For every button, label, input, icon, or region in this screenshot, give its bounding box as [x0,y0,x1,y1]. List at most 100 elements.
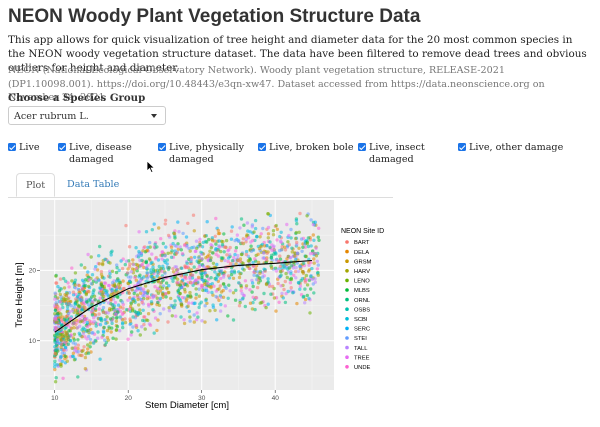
data-point [218,309,223,313]
data-point [92,288,96,292]
data-point [167,309,172,313]
data-point [97,312,101,316]
data-point [300,249,304,253]
data-point [231,276,236,280]
data-point [185,245,189,249]
species-select-value: Acer rubrum L. [14,111,89,122]
data-point [186,294,190,298]
data-point [180,295,185,300]
data-point [87,290,91,294]
data-point [93,278,98,282]
data-point [85,324,90,329]
data-point [73,278,78,282]
filter-label: Live [19,142,40,153]
data-point [147,257,152,261]
data-point [130,330,134,334]
data-point [110,319,114,323]
data-point [86,252,90,257]
data-point [163,218,168,222]
data-point [194,278,199,282]
data-point [238,226,242,230]
data-point [99,269,104,274]
data-point [163,260,167,264]
data-point [224,286,228,290]
data-point [229,237,234,241]
data-point [169,255,174,259]
data-point [278,264,282,269]
data-point [201,264,206,268]
data-point [138,273,142,277]
data-point [237,275,242,280]
data-point [93,313,97,317]
data-point [113,289,117,293]
data-point [240,291,244,296]
data-point [239,289,243,293]
data-point [309,287,313,291]
data-point [148,323,153,327]
data-point [88,345,92,349]
data-point [192,301,196,306]
data-point [152,294,156,298]
data-point [226,256,231,260]
data-point [149,268,153,272]
data-point [165,258,169,262]
data-point [138,333,142,337]
data-point [130,288,134,292]
data-point [83,317,88,321]
data-point [312,261,316,265]
data-point [158,289,163,293]
data-point [215,275,219,279]
data-point [248,230,252,234]
tab-data-table[interactable]: Data Table [67,179,120,190]
data-point [98,323,103,327]
data-point [270,253,274,257]
species-select[interactable]: Acer rubrum L. [8,106,166,125]
tab-bar: Plot Data Table [8,173,393,198]
data-point [81,331,86,336]
data-point [76,375,80,379]
legend-label: LENO [354,279,370,285]
data-point [218,284,222,288]
data-point [73,302,77,306]
data-point [69,316,73,321]
data-point [54,348,59,352]
data-point [200,319,204,323]
data-point [296,280,301,285]
data-point [71,290,76,294]
data-point [188,275,192,279]
data-point [129,275,133,279]
data-point [309,218,313,222]
data-point [248,301,253,305]
data-point [95,268,100,272]
data-point [303,301,307,305]
data-point [239,283,243,288]
data-point [232,255,236,260]
data-point [211,293,215,297]
data-point [146,312,151,316]
data-point [58,277,63,281]
data-point [78,324,82,328]
filter-label: Live, insect damaged [369,142,425,165]
tab-plot[interactable]: Plot [16,173,56,197]
data-point [279,248,284,252]
data-point [62,348,66,352]
data-point [231,318,236,322]
data-point [85,320,90,325]
data-point [117,268,121,273]
data-point [199,300,203,304]
data-point [131,315,135,319]
data-point [114,328,119,332]
data-point [180,266,184,270]
data-point [134,246,138,250]
data-point [259,232,263,236]
data-point [301,271,306,275]
data-point [67,311,71,316]
data-point [141,249,145,253]
data-point [241,237,245,241]
data-point [221,288,225,293]
data-point [89,282,94,286]
checkbox-checked-icon [58,143,66,151]
data-point [141,308,145,312]
data-point [299,293,304,297]
data-point [310,277,315,282]
